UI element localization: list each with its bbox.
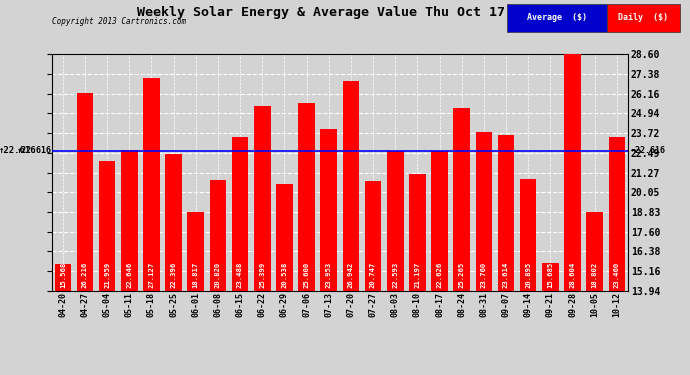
Text: 27.127: 27.127	[148, 262, 155, 288]
Bar	[166, 154, 182, 291]
Bar	[276, 184, 293, 291]
Text: ↑22.616: ↑22.616	[17, 146, 52, 155]
Text: 21.959: 21.959	[104, 262, 110, 288]
Text: Daily  ($): Daily ($)	[618, 13, 669, 22]
Bar	[343, 81, 359, 291]
Text: 23.614: 23.614	[503, 262, 509, 288]
Bar	[409, 174, 426, 291]
Text: 23.760: 23.760	[481, 262, 487, 288]
Bar	[143, 78, 160, 291]
Text: 20.747: 20.747	[370, 262, 376, 288]
Bar	[609, 137, 625, 291]
Bar	[542, 262, 559, 291]
Text: 15.568: 15.568	[60, 262, 66, 288]
Bar	[254, 106, 270, 291]
Text: 20.895: 20.895	[525, 262, 531, 288]
Text: 25.600: 25.600	[304, 262, 310, 288]
Text: 23.953: 23.953	[326, 262, 332, 288]
Text: ↑22.616: ↑22.616	[0, 146, 37, 155]
Text: 22.396: 22.396	[170, 262, 177, 288]
Bar	[298, 103, 315, 291]
Bar	[520, 178, 537, 291]
Bar	[387, 151, 404, 291]
Text: 18.817: 18.817	[193, 262, 199, 288]
Text: 26.942: 26.942	[348, 262, 354, 288]
Text: 28.604: 28.604	[569, 262, 575, 288]
Text: 22.646: 22.646	[126, 262, 132, 288]
Text: ↔22.616: ↔22.616	[631, 146, 666, 155]
Text: 20.820: 20.820	[215, 262, 221, 288]
Text: 25.399: 25.399	[259, 262, 265, 288]
Bar	[77, 93, 93, 291]
Bar	[475, 132, 492, 291]
Text: Weekly Solar Energy & Average Value Thu Oct 17 07:31: Weekly Solar Energy & Average Value Thu …	[137, 6, 553, 19]
Text: Copyright 2013 Cartronics.com: Copyright 2013 Cartronics.com	[52, 17, 186, 26]
Bar	[365, 181, 382, 291]
Bar	[210, 180, 226, 291]
Text: 22.593: 22.593	[392, 262, 398, 288]
Text: 22.626: 22.626	[437, 262, 442, 288]
Bar	[497, 135, 514, 291]
Bar	[188, 212, 204, 291]
Text: 21.197: 21.197	[415, 262, 420, 288]
Text: 23.460: 23.460	[614, 262, 620, 288]
Text: 26.216: 26.216	[82, 262, 88, 288]
Text: Average  ($): Average ($)	[527, 13, 587, 22]
Bar	[320, 129, 337, 291]
Text: 15.685: 15.685	[547, 262, 553, 288]
Bar	[431, 151, 448, 291]
Bar	[55, 264, 71, 291]
Bar	[453, 108, 470, 291]
Bar	[586, 212, 603, 291]
Text: 18.802: 18.802	[591, 262, 598, 288]
Text: 25.265: 25.265	[459, 262, 464, 288]
Text: 23.488: 23.488	[237, 262, 243, 288]
Bar	[99, 161, 115, 291]
Bar	[121, 150, 137, 291]
Bar	[564, 54, 581, 291]
Bar	[232, 137, 248, 291]
Text: 20.538: 20.538	[282, 262, 288, 288]
